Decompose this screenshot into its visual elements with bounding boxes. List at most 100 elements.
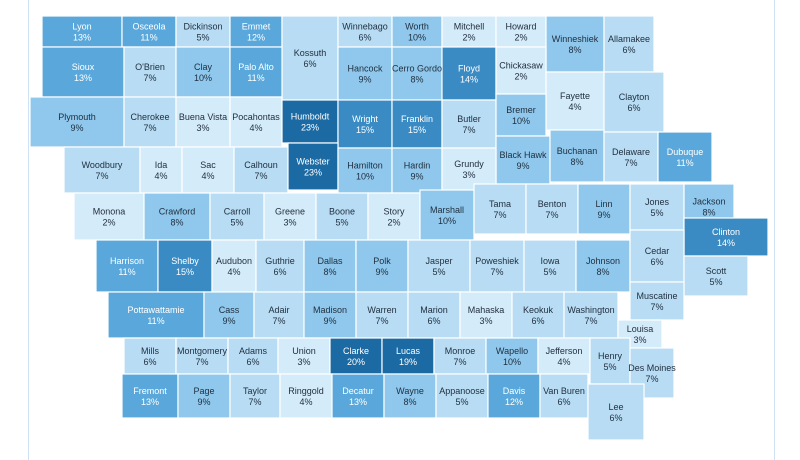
county-value-ringgold: 4% — [299, 397, 312, 407]
county-name-wapello: Wapello — [496, 346, 528, 356]
county-franklin — [391, 99, 443, 149]
county-name-tama: Tama — [489, 199, 511, 209]
county-value-appanoose: 5% — [455, 397, 468, 407]
county-name-osceola: Osceola — [132, 22, 165, 32]
county-allamakee — [603, 15, 655, 73]
county-name-howard: Howard — [505, 22, 536, 32]
county-cerro-gordo — [391, 46, 443, 101]
county-name-keokuk: Keokuk — [523, 305, 554, 315]
county-value-decatur: 13% — [349, 397, 367, 407]
county-name-o-brien: O'Brien — [135, 62, 165, 72]
county-hamilton — [337, 147, 393, 194]
county-value-mills: 6% — [143, 357, 156, 367]
county-value-tama: 7% — [493, 210, 506, 220]
county-name-mitchell: Mitchell — [454, 22, 485, 32]
county-humboldt — [281, 99, 339, 144]
county-value-page: 9% — [197, 397, 210, 407]
county-name-clarke: Clarke — [343, 346, 369, 356]
county-wayne — [383, 373, 437, 419]
county-name-jones: Jones — [645, 197, 670, 207]
county-jasper — [407, 239, 471, 293]
county-name-dickinson: Dickinson — [183, 22, 222, 32]
county-emmet — [229, 15, 283, 48]
county-name-winneshiek: Winneshiek — [552, 34, 599, 44]
county-name-jasper: Jasper — [425, 256, 452, 266]
county-value-taylor: 7% — [248, 397, 261, 407]
county-name-lucas: Lucas — [396, 346, 421, 356]
county-value-keokuk: 6% — [531, 316, 544, 326]
county-buena-vista — [175, 96, 231, 148]
county-value-cedar: 6% — [650, 257, 663, 267]
county-dallas — [303, 239, 357, 293]
county-value-jefferson: 4% — [557, 357, 570, 367]
county-black-hawk — [495, 135, 551, 185]
county-johnson — [575, 239, 631, 293]
county-name-black-hawk: Black Hawk — [499, 150, 547, 160]
county-davis — [487, 373, 541, 419]
county-value-winneshiek: 8% — [568, 45, 581, 55]
county-jones — [629, 183, 685, 231]
county-scott — [683, 255, 749, 297]
county-name-sac: Sac — [200, 160, 216, 170]
county-warren — [355, 291, 409, 339]
county-value-delaware: 7% — [624, 158, 637, 168]
county-name-washington: Washington — [567, 305, 614, 315]
county-grundy — [441, 147, 497, 191]
county-kossuth — [281, 15, 339, 101]
county-value-lee: 6% — [609, 413, 622, 423]
county-value-black-hawk: 9% — [516, 161, 529, 171]
county-name-emmet: Emmet — [242, 22, 271, 32]
county-name-plymouth: Plymouth — [58, 112, 96, 122]
county-fayette — [545, 71, 605, 131]
county-value-plymouth: 9% — [70, 123, 83, 133]
county-marshall — [419, 189, 475, 241]
county-name-wright: Wright — [352, 114, 378, 124]
county-value-fayette: 4% — [568, 102, 581, 112]
county-name-taylor: Taylor — [243, 386, 267, 396]
county-value-worth: 10% — [408, 33, 426, 43]
county-name-cerro-gordo: Cerro Gordo — [392, 64, 442, 74]
county-pottawattamie — [107, 291, 205, 339]
county-linn — [577, 183, 631, 235]
county-value-marion: 6% — [427, 316, 440, 326]
county-value-monona: 2% — [102, 218, 115, 228]
county-name-story: Story — [383, 207, 405, 217]
county-value-story: 2% — [387, 218, 400, 228]
county-value-dubuque: 11% — [676, 158, 693, 168]
county-name-benton: Benton — [538, 199, 567, 209]
county-value-cass: 9% — [222, 316, 235, 326]
county-name-dallas: Dallas — [317, 256, 343, 266]
county-worth — [391, 15, 443, 48]
county-benton — [525, 183, 579, 235]
county-value-washington: 7% — [584, 316, 597, 326]
county-mahaska — [459, 291, 513, 339]
county-value-buchanan: 8% — [570, 157, 583, 167]
county-value-polk: 9% — [375, 267, 388, 277]
county-value-grundy: 3% — [462, 170, 475, 180]
county-carroll — [209, 192, 265, 241]
county-name-palo-alto: Palo Alto — [238, 62, 274, 72]
county-name-monroe: Monroe — [445, 346, 476, 356]
county-name-worth: Worth — [405, 22, 429, 32]
county-name-van-buren: Van Buren — [543, 386, 585, 396]
county-wright — [337, 99, 393, 149]
county-value-boone: 5% — [335, 218, 348, 228]
county-value-mitchell: 2% — [462, 33, 475, 43]
county-value-calhoun: 7% — [254, 171, 267, 181]
county-name-ringgold: Ringgold — [288, 386, 324, 396]
county-name-lyon: Lyon — [72, 22, 91, 32]
county-floyd — [441, 46, 497, 101]
county-guthrie — [255, 239, 305, 293]
county-value-bremer: 10% — [512, 116, 530, 126]
county-hancock — [337, 46, 393, 101]
county-value-harrison: 11% — [118, 267, 135, 277]
county-name-cherokee: Cherokee — [130, 112, 169, 122]
county-value-muscatine: 7% — [650, 302, 663, 312]
county-name-page: Page — [193, 386, 214, 396]
county-webster — [287, 142, 339, 191]
county-delaware — [603, 131, 659, 183]
county-name-webster: Webster — [296, 157, 329, 167]
county-value-o-brien: 7% — [143, 73, 156, 83]
county-name-pottawattamie: Pottawattamie — [127, 305, 184, 315]
county-adams — [227, 337, 279, 375]
